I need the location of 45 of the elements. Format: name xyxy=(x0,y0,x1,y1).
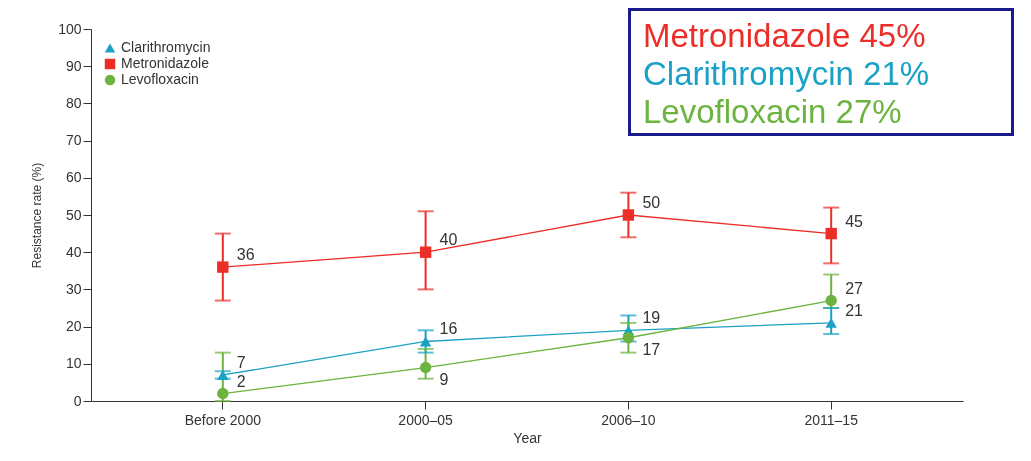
point xyxy=(419,246,432,258)
point xyxy=(622,332,635,344)
data-label: 50 xyxy=(642,194,661,211)
data-label: 17 xyxy=(642,340,661,358)
point xyxy=(825,294,837,307)
data-label: 21 xyxy=(845,301,864,319)
x-tick-label: 2000–05 xyxy=(398,411,454,428)
data-label: 7 xyxy=(236,353,246,371)
y-tick-label: 0 xyxy=(73,392,82,409)
data-label: 16 xyxy=(439,320,458,338)
y-tick-label: 40 xyxy=(65,243,82,260)
y-tick-label: 30 xyxy=(65,280,82,297)
annotation: Clarithromycin 21% xyxy=(643,55,931,93)
annotation: Metronidazole 45% xyxy=(643,17,927,55)
point xyxy=(622,209,635,221)
y-tick-label: 10 xyxy=(65,355,82,372)
y-tick-label: 70 xyxy=(65,132,82,149)
point xyxy=(217,387,229,400)
data-label: 45 xyxy=(845,212,864,230)
x-tick-label: 2006–10 xyxy=(601,411,656,428)
y-tick-label: 50 xyxy=(65,206,82,223)
x-tick-label: Before 2000 xyxy=(184,411,262,428)
data-label: 2 xyxy=(236,372,246,390)
annotation: Levofloxacin 27% xyxy=(643,93,903,131)
y-tick-label: 90 xyxy=(65,57,82,74)
data-label: 19 xyxy=(642,309,661,327)
point xyxy=(825,227,837,240)
point xyxy=(419,336,432,347)
data-label: 40 xyxy=(439,231,458,249)
data-label: 27 xyxy=(845,279,864,297)
legend-label: Levofloxacin xyxy=(121,71,199,87)
data-label: 9 xyxy=(439,370,449,388)
data-label: 36 xyxy=(236,246,255,264)
legend-label: Clarithromycin xyxy=(121,39,211,55)
legend-label: Metronidazole xyxy=(121,55,210,71)
y-tick-label: 100 xyxy=(58,20,82,37)
point xyxy=(825,317,837,328)
y-tick-label: 20 xyxy=(65,318,82,335)
y-axis-title: Resistance rate (%) xyxy=(30,162,45,269)
point xyxy=(217,261,229,273)
x-axis-title: Year xyxy=(513,429,542,446)
x-tick-label: 2011–15 xyxy=(804,411,859,428)
point xyxy=(419,361,432,374)
y-tick-label: 60 xyxy=(65,169,82,186)
y-tick-label: 80 xyxy=(65,94,82,111)
